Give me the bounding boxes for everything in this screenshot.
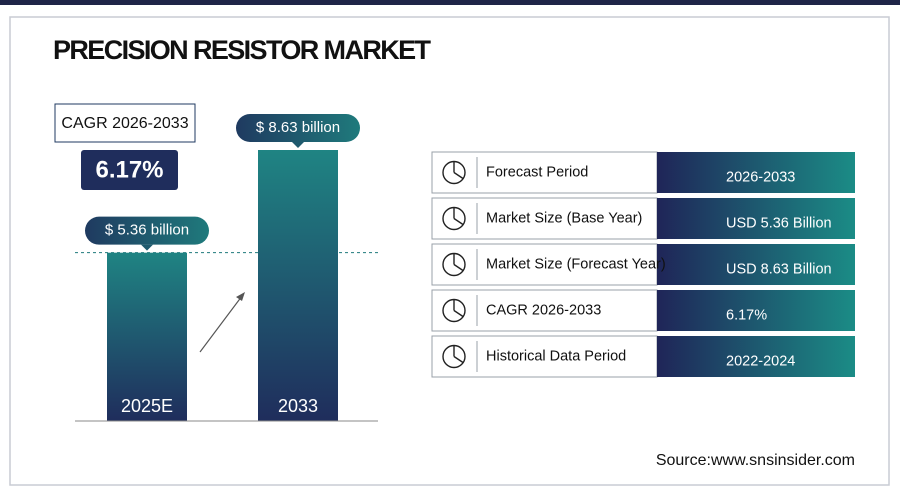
row-value: 2026-2033 [726, 169, 795, 185]
top-strip [0, 0, 900, 5]
cagr-label-box [54, 103, 196, 143]
row-value-cell [657, 244, 855, 285]
row-icon [442, 206, 466, 231]
bar [107, 252, 187, 421]
bar-chart: $ 5.36 billion 2025E $ 8.63 billion 2033 [75, 114, 378, 422]
row-label: Historical Data Period [486, 348, 626, 364]
row-label-cell [431, 289, 658, 332]
chart-title: PRECISION RESISTOR MARKET [53, 35, 432, 65]
icon-stroke [453, 263, 464, 272]
row-value: 6.17% [726, 307, 767, 323]
row-label: CAGR 2026-2033 [486, 302, 601, 318]
row-label-cell [431, 335, 658, 378]
row-label-cell [431, 243, 658, 286]
row-label: Forecast Period [486, 164, 588, 180]
x-tick-label: 2025E [121, 396, 173, 416]
value-label: $ 5.36 billion [105, 222, 189, 239]
value-label-pill [236, 114, 360, 142]
icon-stroke [453, 355, 464, 364]
value-label-pill [85, 216, 209, 245]
arrow-head [236, 292, 245, 301]
row-value-cell [657, 152, 855, 193]
row-label: Market Size (Forecast Year) [486, 256, 666, 272]
row-value-cell [657, 336, 855, 377]
row-value: 2022-2024 [726, 353, 795, 369]
row-label-cell [431, 151, 658, 194]
row-icon [442, 252, 466, 277]
icon-stroke [453, 217, 464, 226]
cagr-value: 6.17% [95, 156, 163, 183]
row-value: USD 5.36 Billion [726, 215, 832, 231]
row-icon [442, 298, 466, 323]
bar [258, 150, 338, 421]
pill-pointer [141, 244, 153, 251]
growth-arrow [199, 295, 243, 353]
row-icon [442, 344, 466, 369]
row-value-cell [657, 290, 855, 331]
x-tick-label: 2033 [278, 396, 318, 416]
cagr-label: CAGR 2026-2033 [61, 115, 188, 132]
source: Source:www.snsinsider.com [656, 452, 855, 469]
cagr-value-box [81, 150, 178, 190]
value-label: $ 8.63 billion [256, 119, 340, 136]
icon-stroke [453, 309, 464, 318]
row-label: Market Size (Base Year) [486, 210, 642, 226]
row-value: USD 8.63 Billion [726, 261, 832, 277]
row-icon [442, 160, 466, 185]
icon-stroke [453, 171, 464, 180]
summary-table: Forecast Period 2026-2033 Market Size (Bas… [431, 151, 855, 378]
row-value-cell [657, 198, 855, 239]
pill-pointer [292, 142, 304, 148]
